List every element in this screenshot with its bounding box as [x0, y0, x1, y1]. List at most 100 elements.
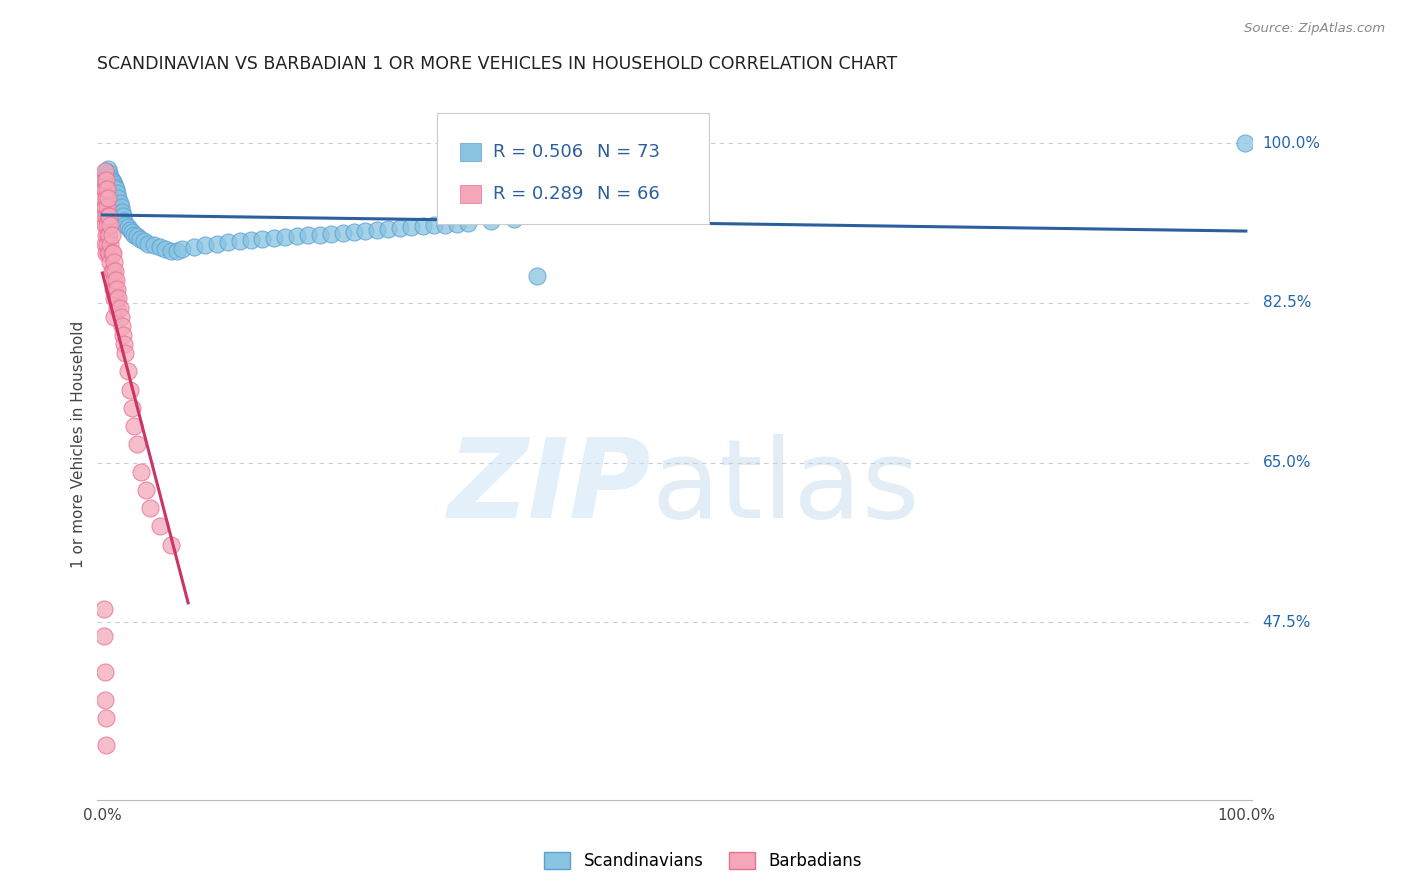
Point	[105, 186, 128, 201]
Point	[526, 268, 548, 283]
Point	[446, 217, 468, 231]
Point	[97, 175, 120, 189]
Text: N = 66: N = 66	[596, 185, 659, 202]
Point	[124, 227, 146, 242]
FancyBboxPatch shape	[460, 143, 481, 161]
Point	[423, 219, 446, 233]
Point	[111, 327, 134, 342]
Point	[343, 225, 366, 239]
FancyBboxPatch shape	[437, 113, 709, 224]
Text: 47.5%: 47.5%	[1263, 615, 1310, 630]
Point	[366, 223, 388, 237]
Point	[103, 310, 125, 324]
Point	[103, 255, 125, 269]
Point	[100, 170, 122, 185]
Point	[183, 240, 205, 254]
Point	[96, 219, 118, 233]
Point	[125, 229, 148, 244]
Point	[97, 209, 120, 223]
Point	[117, 364, 139, 378]
Point	[240, 233, 263, 247]
Point	[107, 292, 129, 306]
Point	[160, 244, 183, 258]
Point	[217, 235, 239, 249]
Point	[319, 227, 342, 241]
Text: Source: ZipAtlas.com: Source: ZipAtlas.com	[1244, 22, 1385, 36]
Point	[285, 229, 308, 244]
Point	[94, 739, 117, 753]
Point	[124, 419, 146, 434]
Point	[97, 227, 120, 242]
Point	[96, 236, 118, 251]
Text: N = 73: N = 73	[596, 144, 659, 161]
Point	[166, 244, 188, 258]
Point	[114, 219, 136, 233]
Point	[93, 173, 115, 187]
Text: R = 0.506: R = 0.506	[492, 144, 583, 161]
Point	[100, 245, 122, 260]
Point	[121, 225, 143, 239]
Text: R = 0.289: R = 0.289	[492, 185, 583, 202]
Text: ZIP: ZIP	[447, 434, 651, 541]
Point	[160, 538, 183, 552]
Text: 100.0%: 100.0%	[1263, 136, 1320, 151]
Point	[105, 282, 128, 296]
Point	[94, 178, 117, 192]
Point	[96, 200, 118, 214]
Point	[479, 214, 502, 228]
Point	[105, 301, 128, 315]
Point	[139, 501, 162, 516]
Y-axis label: 1 or more Vehicles in Household: 1 or more Vehicles in Household	[72, 321, 86, 568]
Point	[412, 219, 434, 234]
Point	[98, 245, 121, 260]
Point	[104, 282, 127, 296]
Point	[100, 182, 122, 196]
Point	[93, 629, 115, 643]
Point	[662, 200, 685, 214]
Point	[148, 240, 170, 254]
Point	[142, 238, 165, 252]
Point	[297, 228, 319, 243]
Point	[96, 168, 118, 182]
Point	[252, 232, 274, 246]
Point	[97, 245, 120, 260]
Point	[155, 242, 177, 256]
Point	[114, 346, 136, 360]
Point	[104, 264, 127, 278]
Point	[101, 264, 124, 278]
Point	[1233, 136, 1256, 151]
Text: 65.0%: 65.0%	[1263, 455, 1312, 470]
Point	[136, 236, 159, 251]
Point	[94, 227, 117, 242]
Point	[103, 273, 125, 287]
Point	[93, 236, 115, 251]
Point	[125, 437, 148, 451]
Point	[94, 191, 117, 205]
Point	[111, 318, 134, 333]
Point	[93, 693, 115, 707]
Text: 82.5%: 82.5%	[1263, 295, 1310, 310]
Point	[388, 221, 411, 235]
Point	[457, 216, 479, 230]
Point	[98, 227, 121, 242]
Point	[118, 223, 141, 237]
Point	[112, 337, 135, 351]
Point	[228, 234, 250, 248]
Point	[100, 227, 122, 242]
Point	[112, 214, 135, 228]
Point	[108, 301, 131, 315]
Point	[129, 465, 152, 479]
Point	[118, 383, 141, 397]
Point	[108, 195, 131, 210]
Point	[101, 282, 124, 296]
Point	[93, 200, 115, 214]
FancyBboxPatch shape	[460, 186, 481, 203]
Point	[263, 231, 285, 245]
Point	[97, 191, 120, 205]
Point	[194, 238, 217, 252]
Point	[100, 219, 122, 233]
Point	[105, 292, 128, 306]
Point	[332, 226, 354, 240]
Point	[103, 292, 125, 306]
Point	[93, 665, 115, 680]
